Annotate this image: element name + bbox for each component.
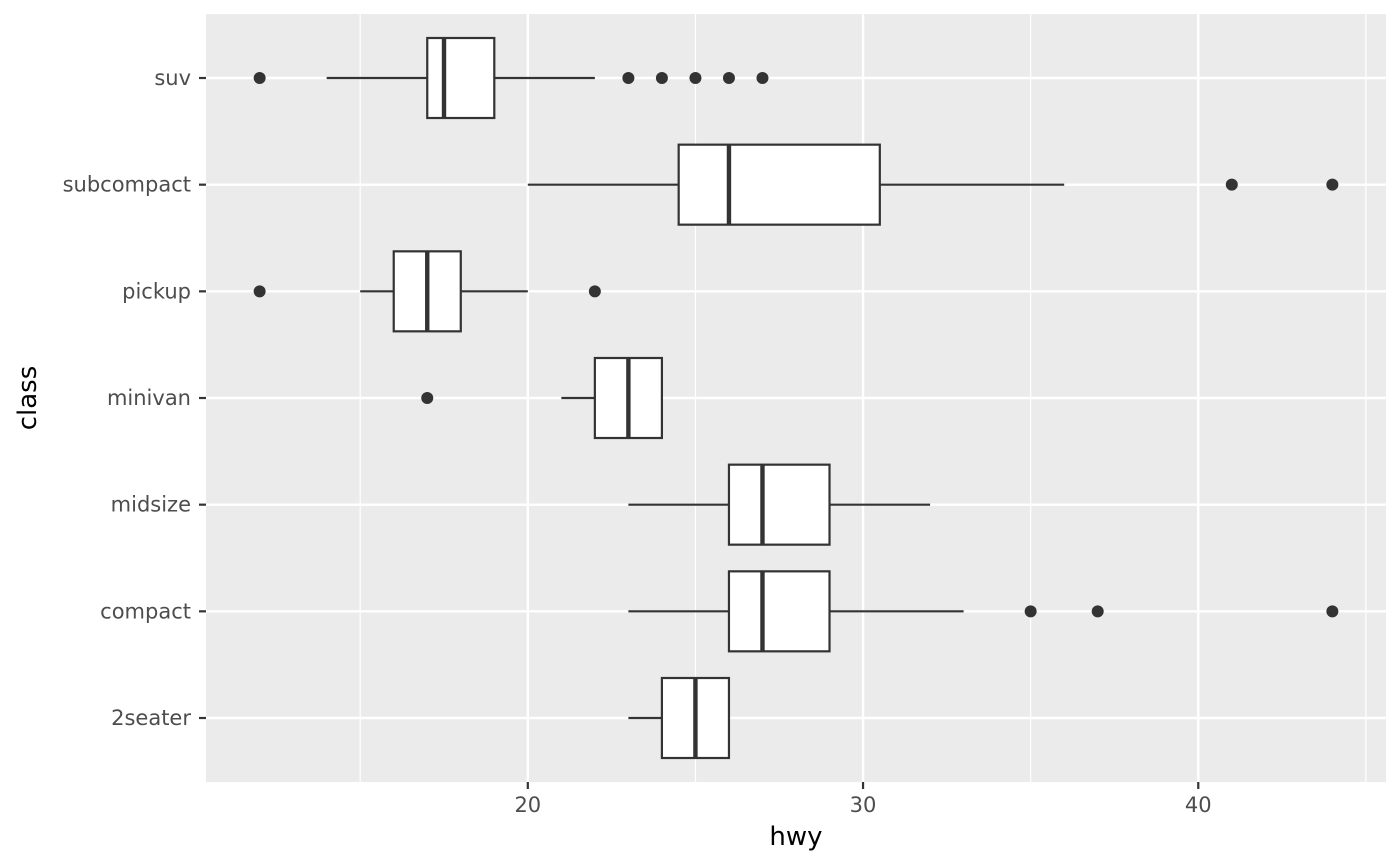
x-axis: 20 30 40 (514, 782, 1212, 817)
x-tick-label: 40 (1185, 793, 1212, 817)
y-axis: 2seater compact midsize minivan pickup subcom… (63, 66, 206, 730)
box-compact (628, 570, 1339, 653)
outlier-point (622, 72, 635, 84)
outlier-point (421, 392, 434, 404)
y-tick-label: compact (100, 599, 191, 623)
outlier-point (253, 72, 266, 84)
outlier-point (1225, 178, 1238, 191)
box-pickup (253, 250, 601, 333)
box-subcompact (527, 143, 1339, 226)
outlier-point (1326, 605, 1339, 618)
box-iqr (727, 463, 831, 546)
outlier-point (689, 72, 702, 84)
box-suv (253, 36, 769, 120)
box-2seater (628, 676, 731, 760)
outlier-point (1091, 605, 1104, 618)
y-tick-label: pickup (122, 279, 191, 303)
box-iqr (677, 143, 881, 226)
box-minivan (421, 356, 664, 440)
y-tick-label: subcompact (63, 173, 191, 197)
outlier-point (588, 285, 601, 298)
y-tick-label: midsize (111, 493, 191, 517)
outlier-point (1024, 605, 1037, 618)
outlier-point (1326, 178, 1339, 191)
box-iqr (727, 570, 831, 653)
y-axis-title: class (13, 366, 43, 431)
outlier-point (655, 72, 668, 84)
box-iqr (426, 36, 496, 120)
outlier-point (756, 72, 769, 84)
boxes (253, 36, 1339, 760)
outlier-point (253, 285, 266, 298)
y-tick-label: minivan (107, 386, 191, 410)
y-tick-label: suv (154, 66, 191, 90)
x-tick-label: 20 (514, 793, 541, 817)
y-tick-label: 2seater (111, 706, 191, 730)
x-tick-label: 30 (850, 793, 877, 817)
outlier-point (722, 72, 735, 84)
box-midsize (628, 463, 931, 546)
x-axis-title: hwy (769, 822, 822, 852)
